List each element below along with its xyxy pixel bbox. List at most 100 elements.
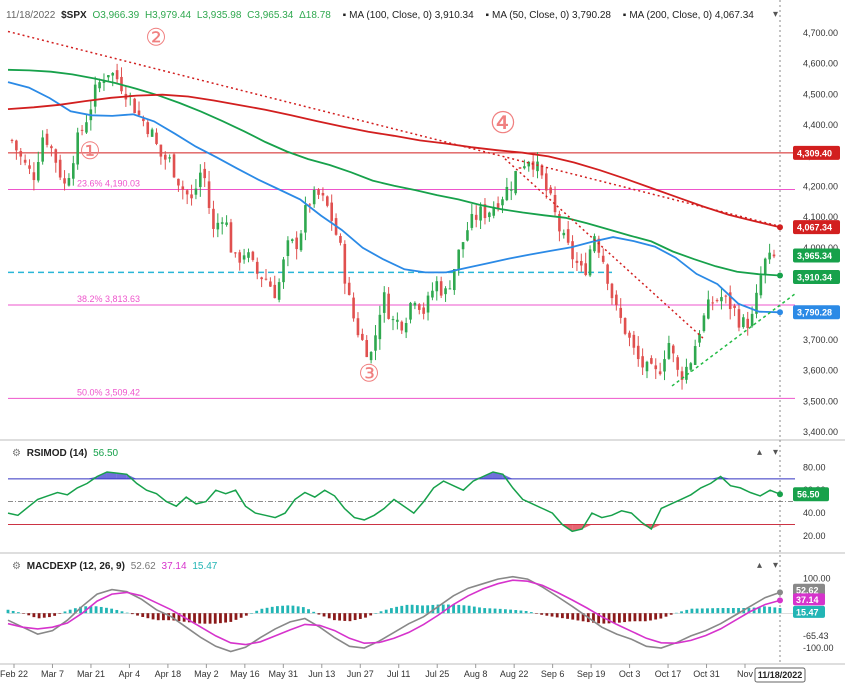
chevron-up-icon[interactable]: ▴	[757, 560, 763, 571]
downtrend-line	[504, 158, 706, 341]
candle-body	[667, 342, 671, 359]
candle-body	[488, 212, 491, 218]
macd-value-label: 37.14	[796, 595, 819, 605]
chevron-down-icon[interactable]: ▾	[773, 560, 779, 571]
x-axis-label: May 16	[230, 669, 260, 679]
candle-body	[378, 314, 382, 340]
rsi-value: 56.50	[93, 448, 119, 459]
wave-annotation: ③	[358, 360, 380, 387]
macd-histogram-bar	[260, 608, 264, 614]
price-y-tick: 3,600.00	[803, 366, 838, 376]
macd-histogram-bar	[234, 613, 238, 620]
header-symbol: $SPX	[61, 10, 87, 21]
x-axis-label: Nov	[737, 669, 754, 679]
macd-histogram-bar	[219, 613, 222, 624]
candle-body	[19, 151, 23, 157]
macd-signal-end-point	[777, 597, 783, 604]
macd-histogram-bar	[322, 613, 326, 617]
price-y-tick: 4,400.00	[803, 120, 838, 130]
macd-histogram-bar	[483, 608, 487, 614]
candle-body	[207, 181, 211, 208]
macd-histogram-bar	[509, 609, 512, 614]
candle-body	[685, 366, 688, 380]
price-y-tick: 4,100.00	[803, 212, 838, 222]
candle-body	[63, 178, 66, 184]
candle-body	[286, 240, 290, 257]
gear-icon[interactable]: ⚙	[12, 561, 21, 572]
x-axis-label: Jul 11	[387, 669, 410, 679]
macd-histogram-bar	[79, 606, 82, 614]
price-label-text: 4,067.34	[797, 223, 832, 233]
macd-histogram-bar	[6, 609, 10, 614]
macd-histogram-bar	[467, 605, 471, 614]
x-axis-label: Jun 13	[308, 669, 335, 679]
x-axis-label: May 31	[269, 669, 299, 679]
x-axis-label: May 2	[194, 669, 219, 679]
candle-body	[50, 146, 53, 149]
macd-y-tick: -100.00	[803, 643, 834, 653]
rsi-y-tick: 20.00	[803, 531, 826, 541]
header-change: Δ18.78	[299, 10, 331, 21]
price-label-text: 3,965.34	[797, 251, 832, 261]
macd-histogram-bar	[374, 613, 378, 614]
candle-body	[98, 82, 101, 89]
header-ma200: MA (200, Close, 0) 4,067.34	[629, 10, 754, 21]
candle-body	[720, 297, 723, 302]
header-close: C3,965.34	[247, 10, 294, 21]
candle-body	[501, 199, 504, 206]
candle-body	[396, 319, 399, 322]
x-axis-label: Apr 18	[155, 669, 182, 679]
macd-histogram-bar	[695, 608, 699, 614]
macd-histogram-bar	[628, 613, 632, 622]
candle-body	[571, 241, 574, 260]
candle-body	[641, 356, 644, 368]
ma50-legend-marker: ▪	[485, 10, 490, 21]
macd-histogram-bar	[177, 613, 181, 622]
candle-body	[264, 278, 268, 280]
macd-histogram-bar	[281, 605, 285, 614]
candle-body	[413, 302, 417, 306]
price-y-tick: 3,400.00	[803, 427, 838, 437]
candle-body	[531, 161, 535, 170]
macd-histogram-bar	[457, 604, 461, 614]
candle-body	[527, 161, 531, 167]
ma200-line	[7, 93, 781, 229]
macd-histogram-bar	[576, 613, 580, 621]
macd-histogram-bar	[136, 613, 139, 616]
candle-body	[181, 186, 185, 190]
gear-icon[interactable]: ⚙	[12, 448, 21, 459]
candle-body	[650, 358, 653, 364]
ma100-line	[7, 68, 781, 277]
candle-body	[698, 333, 701, 343]
chevron-down-icon[interactable]: ▾	[773, 447, 779, 458]
chevron-up-icon[interactable]: ▴	[757, 447, 763, 458]
macd-histogram-bar	[410, 604, 414, 614]
macd-value-3: 15.47	[192, 561, 218, 572]
candle-body	[321, 192, 325, 196]
candle-body	[518, 167, 522, 169]
macd-histogram-bar	[125, 612, 129, 614]
macd-histogram-bar	[674, 612, 678, 614]
chevron-down-icon[interactable]: ▾	[773, 9, 779, 20]
candle-body	[492, 206, 496, 216]
candle-body	[597, 238, 601, 253]
candle-body	[663, 359, 666, 372]
macd-histogram-bar	[488, 608, 492, 614]
header-ma100: MA (100, Close, 0) 3,910.34	[349, 10, 474, 21]
macd-end-point	[777, 589, 783, 596]
candle-body	[422, 307, 425, 314]
candle-body	[689, 363, 693, 370]
macd-histogram-bar	[327, 613, 331, 619]
macd-histogram-bar	[545, 613, 549, 616]
macd-histogram-bar	[550, 613, 554, 617]
candle-body	[277, 282, 281, 300]
candle-body	[168, 157, 171, 159]
candle-body	[36, 162, 40, 181]
candle-body	[15, 140, 18, 151]
macd-histogram-bar	[94, 606, 98, 614]
macd-histogram-bar	[478, 607, 481, 614]
macd-histogram-bar	[146, 613, 150, 619]
macd-histogram-bar	[623, 613, 626, 623]
candle-body	[505, 186, 509, 201]
candle-body	[768, 252, 771, 260]
